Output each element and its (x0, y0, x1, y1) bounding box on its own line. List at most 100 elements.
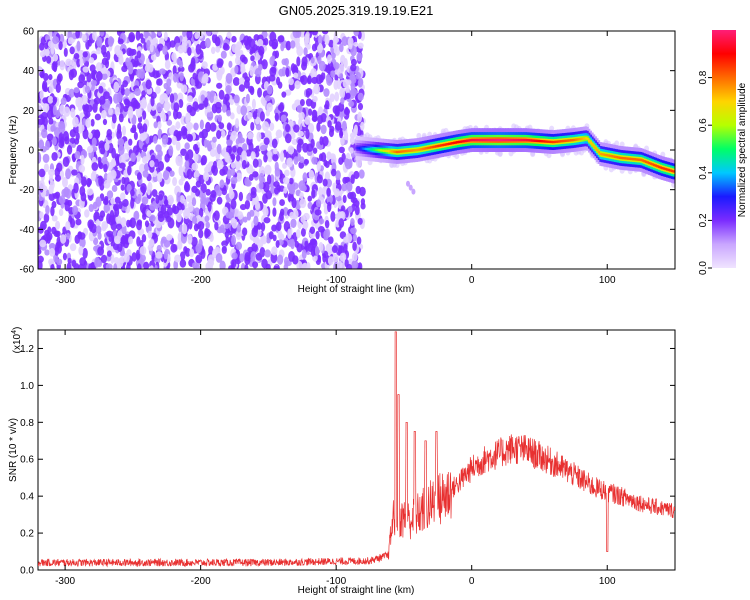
noise-cell (307, 123, 315, 134)
noise-cell (116, 223, 123, 230)
noise-cell (322, 253, 327, 263)
noise-cell (229, 98, 234, 106)
stray-cell (408, 184, 413, 191)
noise-cell (238, 137, 245, 144)
noise-cell (74, 150, 81, 160)
noise-cell (103, 195, 109, 205)
noise-cell (272, 148, 278, 155)
noise-cell (239, 253, 245, 263)
ridge-cell (394, 150, 397, 154)
noise-cell (182, 31, 187, 37)
noise-cell (195, 81, 203, 89)
noise-cell (302, 220, 309, 230)
ridge-cell (578, 138, 581, 141)
noise-cell (242, 143, 248, 153)
noise-cell (183, 208, 190, 220)
noise-cell (84, 85, 91, 94)
noise-cell (58, 121, 66, 130)
noise-cell (191, 197, 197, 207)
noise-cell (135, 106, 143, 118)
ridge-cell (630, 157, 633, 161)
noise-cell (106, 250, 112, 257)
noise-cell (288, 195, 295, 202)
noise-cell (240, 262, 246, 269)
noise-cell (328, 236, 334, 245)
noise-cell (350, 58, 357, 66)
ridge-cell (597, 150, 601, 154)
ridge-cell (532, 139, 536, 142)
noise-cell (258, 45, 265, 56)
noise-cell (313, 84, 321, 95)
ridge-cell (662, 167, 666, 170)
noise-cell (332, 39, 338, 51)
noise-cell (138, 68, 146, 79)
noise-cell (124, 140, 129, 150)
noise-cell (78, 164, 86, 173)
noise-cell (289, 211, 295, 219)
noise-cell (63, 47, 68, 57)
ridge-cell (433, 145, 436, 148)
noise-cell (118, 144, 125, 156)
svg-text:(x104): (x104) (11, 327, 23, 354)
ridge-cell (511, 138, 514, 142)
noise-cell (357, 92, 364, 101)
noise-cell (193, 152, 199, 163)
noise-cell (71, 169, 78, 176)
snr-y-ticks: 0.0 0.2 0.4 0.6 0.8 1.0 1.2 (20, 344, 675, 577)
colorbar-tick-label: 0.6 (698, 118, 709, 132)
noise-cell (311, 188, 316, 199)
noise-cell (272, 207, 277, 217)
noise-cell (181, 223, 188, 235)
noise-cell (118, 154, 126, 165)
noise-cell (328, 39, 335, 48)
noise-cell (111, 184, 118, 193)
noise-cell (163, 31, 168, 41)
noise-cell (102, 91, 110, 100)
noise-cell (206, 31, 212, 37)
noise-cell (273, 181, 280, 188)
noise-cell (147, 230, 153, 239)
noise-cell (193, 207, 201, 217)
noise-cell (95, 62, 102, 72)
noise-cell (225, 211, 233, 219)
ridge-cell (540, 140, 544, 143)
noise-cell (246, 131, 254, 140)
ridge-cell (464, 139, 467, 143)
ridge-cell (625, 157, 628, 160)
noise-cell (281, 91, 287, 98)
noise-cell (358, 169, 365, 179)
noise-cell (48, 243, 56, 250)
noise-cell (356, 236, 362, 245)
noise-cell (187, 233, 193, 245)
noise-cell (318, 60, 326, 72)
noise-cell (360, 121, 365, 131)
noise-cell (339, 252, 347, 262)
noise-cell (171, 52, 177, 61)
ridge-cell (547, 140, 550, 143)
noise-cell (178, 178, 184, 186)
noise-cell (122, 198, 129, 207)
noise-cell (158, 193, 164, 201)
noise-cell (141, 196, 149, 205)
noise-cell (56, 162, 63, 173)
noise-cell (62, 156, 70, 167)
noise-cell (244, 263, 249, 269)
noise-cell (175, 121, 181, 130)
noise-cell (336, 79, 341, 90)
noise-cell (269, 56, 275, 66)
noise-cell (39, 50, 46, 58)
noise-cell (291, 182, 299, 190)
noise-cell (290, 218, 297, 229)
noise-cell (97, 246, 105, 256)
noise-cell (340, 97, 345, 105)
noise-cell (142, 110, 147, 120)
noise-cell (55, 230, 61, 238)
ridge-cell (422, 147, 425, 151)
noise-cell (338, 102, 345, 112)
noise-cell (38, 118, 44, 125)
noise-cell (311, 109, 318, 119)
noise-cell (345, 92, 351, 100)
noise-cell (164, 153, 170, 163)
ridge-cell (400, 150, 404, 153)
ridge-cell (483, 138, 487, 142)
